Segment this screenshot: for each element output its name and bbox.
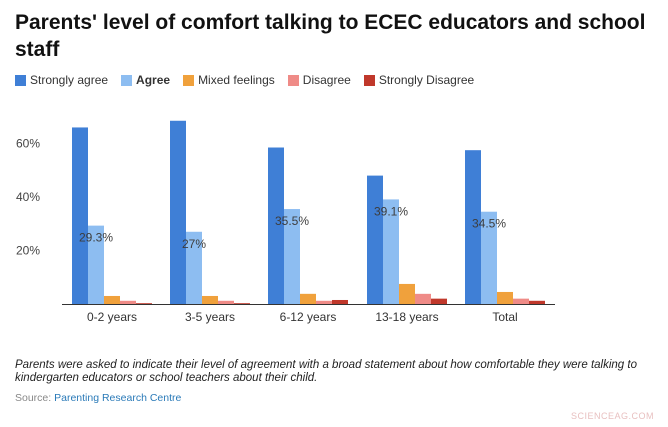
x-tick-label: Total xyxy=(492,310,517,324)
y-tick-label: 20% xyxy=(16,244,40,258)
legend-label: Disagree xyxy=(302,73,351,87)
data-label: 34.5% xyxy=(472,217,506,231)
x-tick-label: 0-2 years xyxy=(87,310,137,324)
legend-label: Strongly Disagree xyxy=(378,73,475,87)
legend-label: Agree xyxy=(136,73,171,87)
bar xyxy=(186,231,202,304)
bar xyxy=(332,299,348,304)
bar xyxy=(399,283,415,304)
x-tick-label: 13-18 years xyxy=(375,310,438,324)
bar xyxy=(170,120,186,304)
bar xyxy=(268,147,284,304)
bar xyxy=(120,300,136,304)
x-tick-label: 3-5 years xyxy=(185,310,235,324)
legend-item: Agree xyxy=(121,73,170,87)
legend-swatch xyxy=(121,74,133,86)
bar xyxy=(465,150,481,304)
y-tick-label: 40% xyxy=(16,190,40,204)
legend-item: Strongly agree xyxy=(15,73,108,87)
y-tick-label: 60% xyxy=(16,137,40,151)
bar xyxy=(367,175,383,304)
bar xyxy=(218,300,234,304)
legend-swatch xyxy=(363,74,375,86)
data-label: 29.3% xyxy=(79,231,113,245)
bar xyxy=(300,293,316,304)
chart-source: Source: Parenting Research Centre xyxy=(15,392,181,404)
legend-swatch xyxy=(15,74,26,86)
bar xyxy=(529,300,545,304)
bar xyxy=(202,295,218,304)
legend-label: Strongly agree xyxy=(30,73,109,87)
bar xyxy=(415,293,431,304)
chart-legend: Strongly agree Agree Mixed feelings Disagre… xyxy=(15,72,487,88)
bar xyxy=(88,225,104,304)
bar xyxy=(481,211,497,304)
bar xyxy=(513,298,529,304)
bar xyxy=(136,303,152,304)
data-label: 35.5% xyxy=(275,214,309,228)
bar xyxy=(284,209,300,304)
bar xyxy=(316,300,332,304)
legend-label: Mixed feelings xyxy=(198,73,275,87)
bar xyxy=(72,127,88,304)
data-label: 27% xyxy=(182,237,206,251)
x-tick-label: 6-12 years xyxy=(280,310,337,324)
bar xyxy=(431,298,447,304)
bar xyxy=(104,295,120,304)
bar xyxy=(234,303,250,304)
legend-swatch xyxy=(183,74,195,86)
bar xyxy=(497,291,513,304)
source-name[interactable]: Parenting Research Centre xyxy=(54,392,182,404)
data-label: 39.1% xyxy=(374,204,408,218)
source-label: Source: xyxy=(15,392,52,404)
legend-item: Disagree xyxy=(287,73,351,87)
legend-item: Strongly Disagree xyxy=(363,73,475,87)
bar xyxy=(383,199,399,304)
watermark: SCIENCEAG.COM xyxy=(570,411,654,421)
legend-item: Mixed feelings xyxy=(183,73,275,87)
chart-title: Parents' level of comfort talking to ECE… xyxy=(15,11,646,61)
legend-swatch xyxy=(287,74,299,86)
bar-chart: 20% 40% 60% 29.3% 27% 35.5% 39.1% 34.5% 0-2 year… xyxy=(16,120,555,324)
chart-note: Parents were asked to indicate their lev… xyxy=(15,359,637,384)
